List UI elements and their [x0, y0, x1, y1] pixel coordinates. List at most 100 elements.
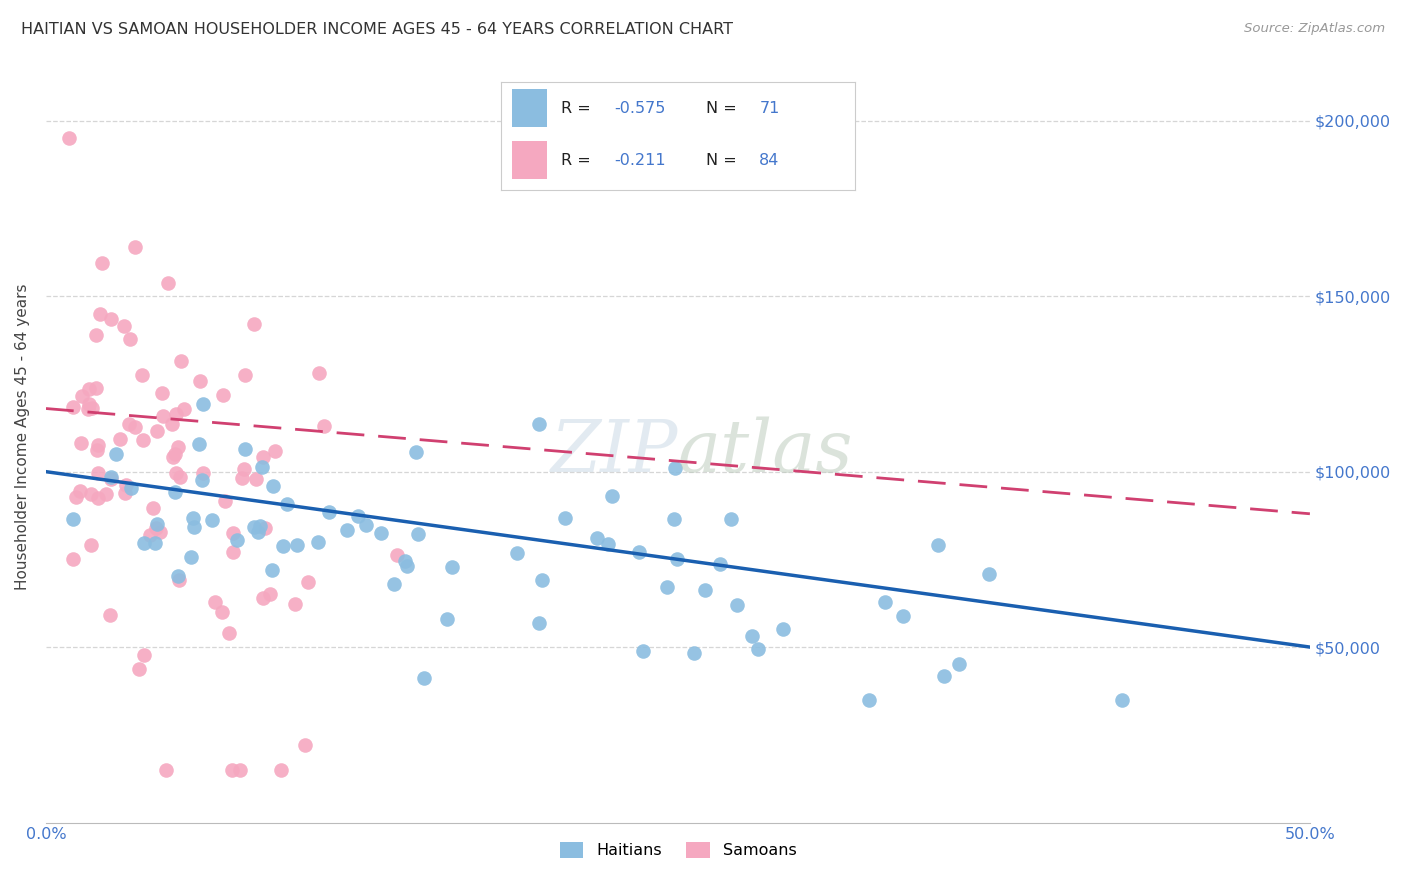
Samoans [142, 500, 165, 515]
Samoans [149, 525, 172, 540]
Samoans [77, 397, 100, 411]
Samoans [77, 401, 100, 416]
Samoans [254, 521, 277, 535]
Samoans [155, 763, 177, 777]
Text: Source: ZipAtlas.com: Source: ZipAtlas.com [1244, 22, 1385, 36]
Haitians [586, 531, 609, 545]
Samoans [115, 478, 138, 492]
Samoans [252, 591, 274, 606]
Haitians [395, 559, 418, 574]
Samoans [110, 432, 132, 446]
Samoans [165, 407, 187, 421]
Samoans [294, 739, 316, 753]
Haitians [977, 566, 1000, 581]
Samoans [245, 472, 267, 486]
Samoans [100, 471, 122, 485]
Samoans [124, 240, 146, 254]
Samoans [214, 494, 236, 508]
Samoans [270, 763, 292, 777]
Samoans [221, 763, 243, 777]
Samoans [243, 317, 266, 331]
Samoans [87, 437, 110, 451]
Samoans [58, 131, 80, 145]
Haitians [100, 469, 122, 483]
Haitians [628, 545, 651, 559]
Samoans [124, 419, 146, 434]
Haitians [163, 484, 186, 499]
Haitians [120, 481, 142, 495]
Samoans [118, 332, 141, 346]
Haitians [260, 563, 283, 577]
Text: ZIP: ZIP [551, 417, 678, 487]
Samoans [284, 597, 307, 611]
Samoans [167, 573, 190, 587]
Samoans [131, 368, 153, 382]
Haitians [932, 669, 955, 683]
Samoans [139, 528, 162, 542]
Haitians [226, 533, 249, 547]
Samoans [308, 366, 330, 380]
Haitians [405, 444, 427, 458]
Haitians [873, 595, 896, 609]
Text: HAITIAN VS SAMOAN HOUSEHOLDER INCOME AGES 45 - 64 YEARS CORRELATION CHART: HAITIAN VS SAMOAN HOUSEHOLDER INCOME AGE… [21, 22, 733, 37]
Samoans [162, 450, 184, 464]
Samoans [222, 526, 245, 541]
Samoans [94, 487, 117, 501]
Haitians [62, 512, 84, 526]
Samoans [264, 443, 287, 458]
Samoans [169, 470, 191, 484]
Haitians [146, 516, 169, 531]
Samoans [170, 353, 193, 368]
Haitians [413, 671, 436, 685]
Samoans [165, 467, 187, 481]
Samoans [385, 548, 408, 562]
Haitians [187, 436, 209, 450]
Samoans [77, 382, 100, 396]
Legend: Haitians, Samoans: Haitians, Samoans [553, 836, 803, 864]
Haitians [104, 447, 127, 461]
Haitians [741, 629, 763, 643]
Haitians [285, 538, 308, 552]
Samoans [231, 470, 253, 484]
Samoans [117, 417, 139, 432]
Haitians [246, 524, 269, 539]
Samoans [297, 575, 319, 590]
Haitians [307, 535, 329, 549]
Haitians [271, 539, 294, 553]
Haitians [408, 527, 430, 541]
Samoans [62, 401, 84, 415]
Samoans [232, 461, 254, 475]
Samoans [65, 490, 87, 504]
Samoans [112, 319, 135, 334]
Samoans [173, 401, 195, 416]
Haitians [664, 461, 686, 475]
Haitians [394, 553, 416, 567]
Haitians [720, 511, 742, 525]
Samoans [86, 443, 108, 458]
Haitians [596, 537, 619, 551]
Samoans [86, 381, 108, 395]
Samoans [163, 447, 186, 461]
Samoans [80, 538, 103, 552]
Samoans [100, 312, 122, 326]
Haitians [695, 582, 717, 597]
Samoans [79, 487, 101, 501]
Samoans [69, 484, 91, 499]
Samoans [222, 545, 245, 559]
Haitians [318, 505, 340, 519]
Haitians [440, 560, 463, 574]
Samoans [70, 436, 93, 450]
Samoans [150, 386, 173, 401]
Haitians [927, 538, 949, 552]
Samoans [152, 409, 174, 423]
Samoans [87, 491, 110, 506]
Haitians [527, 417, 550, 431]
Haitians [180, 549, 202, 564]
Samoans [211, 605, 233, 619]
Haitians [662, 512, 685, 526]
Haitians [134, 536, 156, 550]
Samoans [312, 418, 335, 433]
Haitians [370, 526, 392, 541]
Samoans [252, 450, 274, 465]
Haitians [725, 598, 748, 612]
